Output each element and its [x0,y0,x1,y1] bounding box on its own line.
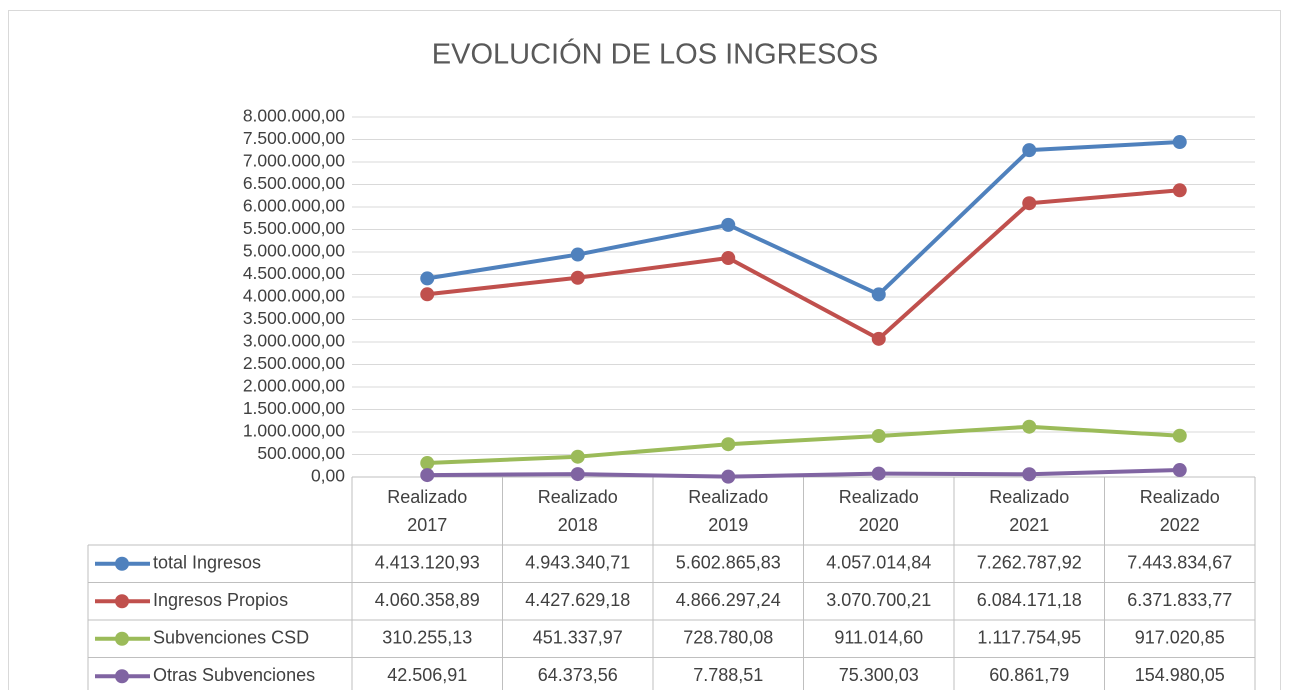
legend-marker [115,631,129,646]
y-tick-label: 7.000.000,00 [243,151,345,171]
table-cell: 7.443.834,67 [1127,553,1232,573]
y-tick-label: 1.000.000,00 [243,421,345,441]
y-tick-label: 2.000.000,00 [243,376,345,396]
data-point [1022,143,1037,158]
x-tick-label: Realizado 2021 [989,487,1070,535]
y-tick-label: 5.500.000,00 [243,218,345,238]
data-point [1022,467,1037,482]
table-cell: 1.117.754,95 [977,628,1081,648]
table-cell: 3.070.700,21 [826,590,931,610]
y-tick-label: 6.500.000,00 [243,173,345,193]
y-tick-label: 3.500.000,00 [243,308,345,328]
data-point [570,270,585,285]
table-cell: 4.060.358,89 [375,590,480,610]
data-point [721,469,736,484]
data-point [420,271,435,286]
legend-label: Otras Subvenciones [153,665,315,685]
y-tick-label: 4.500.000,00 [243,263,345,283]
y-tick-label: 5.000.000,00 [243,241,345,261]
table-cell: 310.255,13 [382,628,472,648]
chart-border [8,10,1281,690]
data-point [420,456,435,471]
y-tick-label: 3.000.000,00 [243,331,345,351]
data-point [871,331,886,346]
data-point [871,429,886,444]
table-cell: 4.866.297,24 [676,590,781,610]
x-tick-label: Realizado 2018 [537,487,618,535]
data-point [871,287,886,302]
data-point [570,467,585,482]
y-tick-label: 500.000,00 [257,443,345,463]
x-tick-label: Realizado 2019 [688,487,769,535]
data-point [721,217,736,232]
table-cell: 154.980,05 [1135,665,1225,685]
legend-label: Ingresos Propios [153,590,288,610]
x-tick-label: Realizado 2020 [838,487,919,535]
y-tick-label: 6.000.000,00 [243,196,345,216]
legend-marker [115,669,129,684]
data-point [1172,183,1187,198]
y-tick-label: 7.500.000,00 [243,128,345,148]
table-cell: 917.020,85 [1135,628,1225,648]
legend-marker [115,556,129,571]
table-cell: 4.413.120,93 [375,553,480,573]
legend-label: Subvenciones CSD [153,628,309,648]
table-cell: 4.943.340,71 [525,553,630,573]
table-cell: 7.788,51 [693,665,763,685]
data-point [721,437,736,452]
chart-title: EVOLUCIÓN DE LOS INGRESOS [432,38,878,71]
data-point [1172,428,1187,443]
data-point [420,468,435,483]
legend-label: total Ingresos [153,553,261,573]
data-point [1022,419,1037,434]
table-cell: 7.262.787,92 [977,553,1082,573]
y-tick-label: 2.500.000,00 [243,353,345,373]
x-tick-label: Realizado 2022 [1139,487,1220,535]
table-cell: 6.084.171,18 [977,590,1082,610]
table-cell: 42.506,91 [387,665,467,685]
table-cell: 64.373,56 [538,665,618,685]
data-point [721,251,736,266]
table-cell: 60.861,79 [989,665,1069,685]
x-tick-label: Realizado 2017 [387,487,468,535]
table-cell: 75.300,03 [839,665,919,685]
legend-marker [115,594,129,609]
table-cell: 4.427.629,18 [525,590,630,610]
data-point [1022,196,1037,211]
table-cell: 728.780,08 [683,628,773,648]
y-tick-label: 1.500.000,00 [243,398,345,418]
data-point [570,449,585,464]
table-cell: 451.337,97 [533,628,623,648]
table-cell: 911.014,60 [834,628,923,648]
data-point [1172,463,1187,478]
series-line [427,468,1180,479]
y-tick-label: 8.000.000,00 [243,106,345,126]
data-point [420,287,435,302]
table-cell: 5.602.865,83 [676,553,781,573]
series-line [426,140,1180,297]
table-cell: 4.057.014,84 [826,553,931,573]
data-point [1172,135,1187,150]
data-point [871,466,886,481]
y-tick-label: 4.000.000,00 [243,286,345,306]
data-point [570,247,585,262]
y-tick-label: 0,00 [311,466,345,486]
table-cell: 6.371.833,77 [1127,590,1232,610]
series-line [427,188,1180,341]
series-line [427,424,1180,466]
